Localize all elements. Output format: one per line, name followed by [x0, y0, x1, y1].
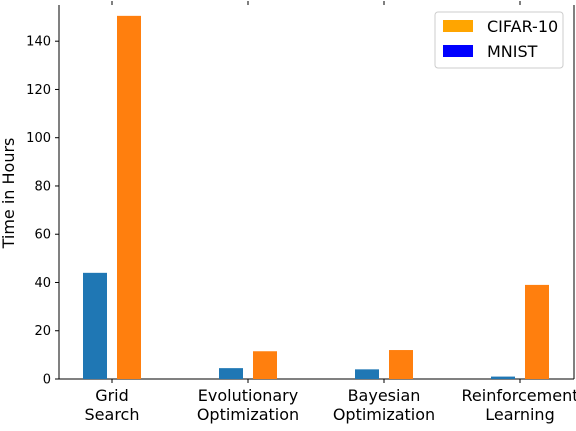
legend-label: CIFAR-10 [487, 17, 558, 36]
legend-label: MNIST [487, 42, 538, 61]
x-category-label: Search [85, 405, 140, 424]
x-category-label: Evolutionary [198, 386, 298, 405]
x-category-label: Optimization [197, 405, 299, 424]
y-tick-label: 140 [26, 35, 51, 50]
bar-cifar-10 [525, 284, 549, 379]
legend: CIFAR-10 MNIST [434, 11, 564, 69]
y-tick-label: 0 [43, 373, 51, 388]
bars [83, 15, 549, 380]
axes [55, 1, 575, 383]
x-category-label: Learning [485, 405, 554, 424]
y-tick-label: 20 [34, 324, 51, 339]
x-category-label: Bayesian [348, 386, 421, 405]
bar-cifar-10 [117, 15, 141, 380]
bar-mnist [219, 368, 243, 379]
y-axis-label: Time in Hours [0, 138, 18, 250]
x-category-label: Reinforcement [462, 386, 576, 405]
x-category-label: Grid [95, 386, 129, 405]
y-tick-label: 60 [34, 228, 51, 243]
bar-mnist [83, 272, 107, 379]
legend-swatch [443, 45, 473, 57]
bar-cifar-10 [389, 350, 413, 379]
legend-swatch [443, 20, 473, 32]
bar-mnist [355, 369, 379, 379]
y-tick-label: 80 [34, 179, 51, 194]
x-category-label: Optimization [333, 405, 435, 424]
y-tick-label: 100 [26, 131, 51, 146]
bar-cifar-10 [253, 351, 277, 379]
bar-mnist [491, 376, 515, 379]
y-tick-label: 120 [26, 83, 51, 98]
y-tick-label: 40 [34, 276, 51, 291]
